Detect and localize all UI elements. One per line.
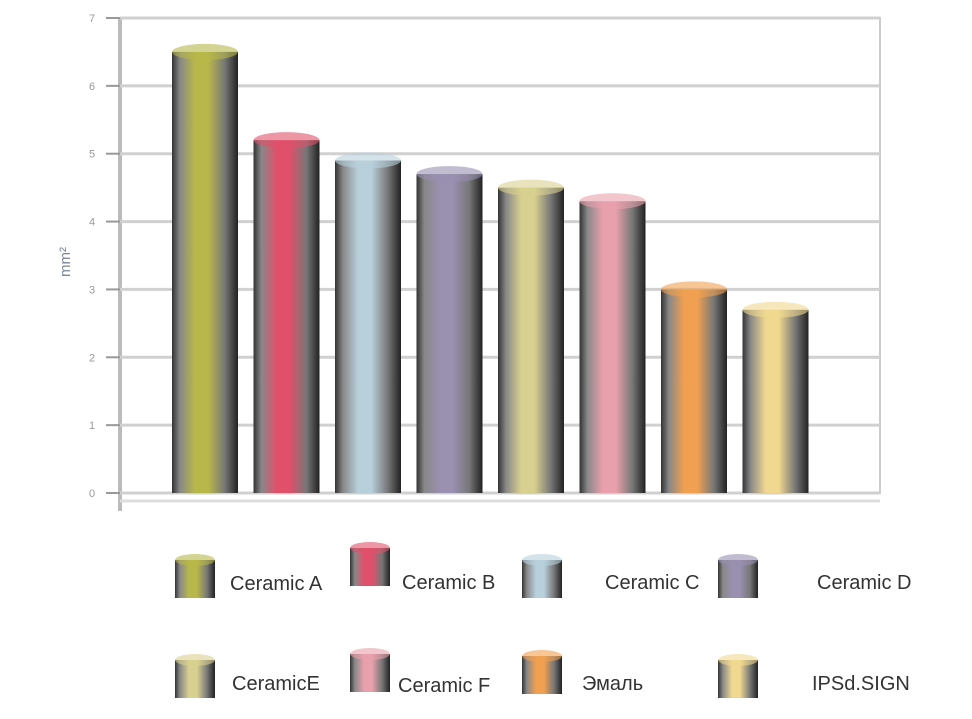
legend-label: Ceramic A [230, 573, 323, 595]
legend-swatch-cap [522, 554, 562, 566]
bar-cap [498, 179, 564, 196]
legend-label: Ceramic D [817, 572, 911, 594]
legend-swatch-icon [718, 560, 758, 598]
bar-cap [579, 193, 646, 210]
legend-swatch-icon [175, 560, 215, 598]
bar [253, 140, 320, 493]
legend-swatch-icon [350, 654, 390, 692]
y-tick-label: 4 [89, 217, 95, 229]
legend-item: CeramicE [175, 654, 320, 698]
bar [742, 309, 809, 493]
legend-swatch-cap [175, 654, 215, 666]
legend-item: Ceramic D [718, 554, 911, 598]
legend-item: Ceramic F [350, 648, 490, 697]
legend-swatch-cap [718, 654, 758, 666]
legend-swatch-icon [718, 660, 758, 698]
legend-swatch-icon [522, 560, 562, 598]
bar [579, 201, 646, 493]
bar [335, 160, 401, 493]
legend-label: Эмаль [582, 673, 643, 695]
legend-swatch-cap [175, 554, 215, 566]
y-tick-label: 2 [89, 352, 95, 364]
legend-label: Ceramic B [402, 572, 495, 594]
y-tick-label: 7 [89, 13, 95, 25]
bar-cap [172, 43, 238, 60]
y-tick-label: 0 [89, 488, 95, 500]
legend-swatch-cap [350, 648, 390, 660]
legend-label: CeramicE [232, 673, 320, 695]
legend-swatch-icon [175, 660, 215, 698]
bar [172, 51, 238, 494]
bar [498, 187, 564, 493]
legend-item: Эмаль [522, 650, 643, 695]
y-tick-label: 6 [89, 81, 95, 93]
bar [661, 289, 727, 493]
legend-swatch-cap [718, 554, 758, 566]
legend-item: Ceramic C [522, 554, 699, 598]
legend-swatch-cap [522, 650, 562, 662]
bar [416, 174, 483, 494]
legend-label: Ceramic C [605, 572, 699, 594]
bar-cap [661, 281, 727, 298]
bar-cap [253, 132, 320, 149]
legend-item: Ceramic B [350, 542, 495, 594]
bar-cap [742, 301, 809, 318]
legend-label: IPSd.SIGN [812, 673, 910, 695]
legend-label: Ceramic F [398, 675, 490, 697]
y-tick-label: 5 [89, 149, 95, 161]
y-axis-label: mm² [57, 247, 74, 277]
legend-item: IPSd.SIGN [718, 654, 910, 698]
bar-cap [416, 166, 483, 183]
legend-item: Ceramic A [175, 554, 323, 598]
y-tick-label: 1 [89, 420, 95, 432]
bar-cap [335, 152, 401, 169]
legend-swatch-icon [522, 656, 562, 694]
y-tick-label: 3 [89, 284, 95, 296]
legend-swatch-cap [350, 542, 390, 554]
legend-swatch-icon [350, 548, 390, 586]
